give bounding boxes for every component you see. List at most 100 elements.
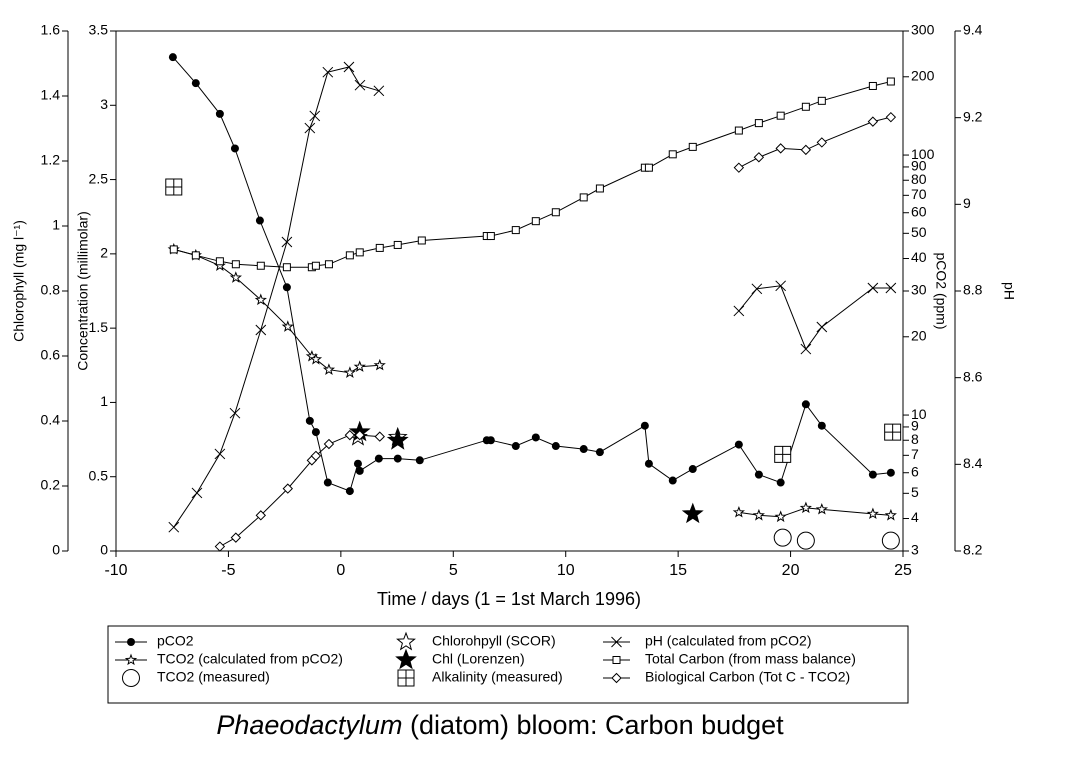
- marker-diamond: [374, 431, 385, 442]
- marker-square: [256, 261, 265, 270]
- pco2-tick-label: 60: [911, 203, 927, 219]
- marker-diamond: [255, 510, 267, 521]
- pco2-tick-label: 3: [911, 542, 919, 558]
- marker-star: [774, 510, 787, 523]
- ph-tick-label: 9.4: [963, 22, 983, 38]
- pco2-tick-label: 300: [911, 22, 935, 38]
- y-tick-label: 3: [100, 96, 108, 112]
- marker-dot: [393, 454, 402, 463]
- pco2-tick-label: 50: [911, 224, 927, 240]
- marker-square: [868, 81, 877, 90]
- marker-dot: [776, 478, 785, 487]
- ph-axis-label: pH: [1001, 282, 1017, 300]
- marker-dot: [282, 283, 291, 292]
- marker-cross: [229, 407, 241, 419]
- marker-dot: [817, 421, 826, 430]
- marker-star: [373, 358, 386, 371]
- marker-dot: [595, 448, 604, 457]
- x-tick-label: 5: [449, 562, 458, 579]
- marker-star: [309, 352, 323, 365]
- pco2-tick-label: 20: [911, 327, 927, 343]
- pco2-tick-label: 30: [911, 282, 927, 298]
- x-axis-label: Time / days (1 = 1st March 1996): [377, 589, 641, 609]
- marker-dot: [754, 470, 763, 479]
- pco2-tick-label: 90: [911, 158, 927, 174]
- marker-cross: [281, 236, 293, 248]
- ph-tick-label: 9.2: [963, 108, 983, 124]
- marker-star: [884, 508, 897, 521]
- marker-dot: [886, 468, 895, 477]
- pco2-tick-label: 6: [911, 463, 919, 479]
- marker-square: [817, 96, 826, 105]
- ph-tick-label: 8.2: [963, 542, 983, 558]
- y-tick-label: 0: [100, 542, 108, 558]
- marker-square: [355, 248, 364, 257]
- marker-star: [732, 505, 745, 518]
- marker-dot: [127, 638, 135, 646]
- y-tick-label: 2.5: [89, 170, 109, 186]
- series-line: [219, 116, 892, 547]
- marker-dot: [305, 416, 314, 425]
- marker-square: [644, 163, 653, 172]
- marker-diamond: [214, 541, 226, 552]
- pco2-tick-label: 7: [911, 446, 919, 462]
- marker-dot: [644, 459, 653, 468]
- legend-label: pH (calculated from pCO2): [645, 633, 812, 649]
- marker-star: [752, 508, 765, 521]
- marker-star: [229, 271, 242, 283]
- y-tick-label: 0.5: [89, 467, 109, 483]
- marker-circle: [773, 528, 792, 547]
- marker-diamond: [885, 111, 897, 123]
- marker-square: [191, 251, 200, 260]
- y-tick-label: 1: [100, 393, 108, 409]
- marker-dot: [311, 428, 320, 437]
- plot-frame: [115, 30, 904, 552]
- marker-star: [396, 631, 416, 651]
- marker-square: [486, 232, 495, 241]
- marker-diamond: [867, 116, 879, 127]
- marker-star: [353, 360, 366, 372]
- marker-square: [688, 142, 697, 151]
- marker-cross: [168, 521, 180, 533]
- marker-cross: [255, 324, 267, 336]
- marker-square: [579, 193, 588, 202]
- marker-diamond: [230, 532, 242, 543]
- x-tick-label: 20: [782, 562, 800, 579]
- marker-dot: [215, 109, 224, 118]
- chl-tick-label: 1.4: [41, 87, 61, 103]
- marker-star: [799, 501, 812, 514]
- chl-tick-label: 0.8: [41, 282, 61, 298]
- marker-cross: [885, 282, 897, 294]
- marker-boxplus: [165, 178, 183, 196]
- marker-square: [215, 257, 224, 266]
- marker-dot: [353, 459, 362, 468]
- y-axis-label: Concentration (millimolar): [75, 211, 91, 371]
- pco2-tick-label: 200: [911, 67, 935, 83]
- marker-cross: [775, 280, 787, 292]
- marker-circle: [796, 531, 815, 550]
- marker-dot: [801, 400, 810, 409]
- marker-cross: [751, 283, 763, 295]
- chl-tick-label: 1.2: [41, 152, 61, 168]
- marker-star: [124, 653, 138, 666]
- x-tick-label: 10: [557, 562, 575, 579]
- marker-star: [866, 507, 879, 520]
- ph-tick-label: 9: [963, 195, 971, 211]
- chl-axis-label: Chlorophyll (mg l⁻¹): [11, 220, 27, 342]
- x-tick-label: -10: [104, 562, 127, 579]
- marker-dot: [668, 476, 677, 485]
- legend-label: Chl (Lorenzen): [432, 651, 525, 667]
- y-tick-label: 2: [100, 245, 108, 261]
- marker-square: [511, 226, 520, 235]
- marker-square: [551, 208, 560, 217]
- marker-diamond: [733, 162, 745, 173]
- legend-box: [107, 625, 909, 704]
- marker-diamond: [800, 144, 812, 156]
- marker-cross: [733, 305, 745, 317]
- marker-cross: [354, 79, 366, 91]
- marker-dot: [486, 436, 495, 445]
- marker-dot: [688, 465, 697, 474]
- chl-tick-label: 0.6: [41, 347, 61, 363]
- marker-square: [754, 119, 763, 128]
- legend-label: Chlorohpyll (SCOR): [432, 633, 556, 649]
